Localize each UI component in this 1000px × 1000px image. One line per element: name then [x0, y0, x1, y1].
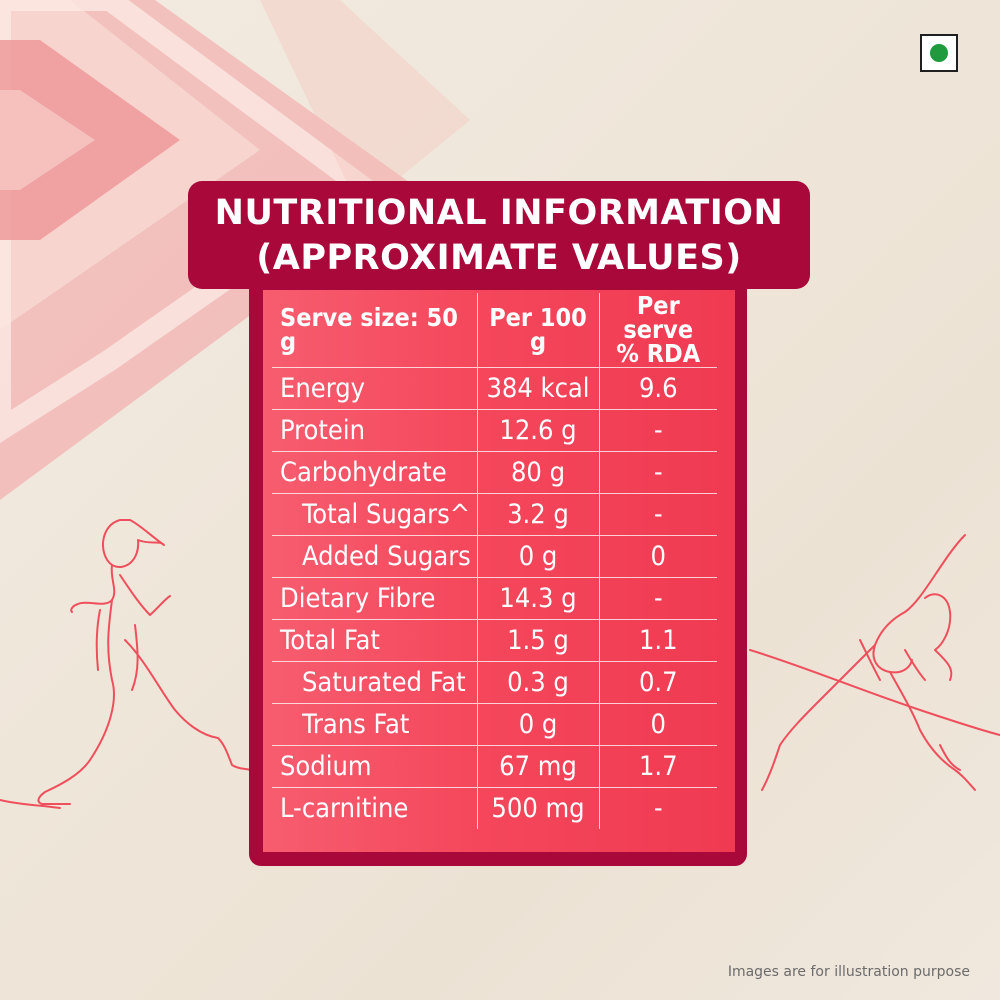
nutrient-name: Dietary Fibre: [272, 577, 477, 620]
rda-value: 1.7: [598, 745, 717, 788]
nutrient-name: Carbohydrate: [272, 451, 477, 494]
table-row: Saturated Fat 0.3 g 0.7: [272, 661, 717, 704]
per-100g-value: 0 g: [476, 535, 599, 578]
header-per-serve-line-1: Per serve: [623, 291, 694, 344]
rda-value: 0: [598, 703, 717, 746]
rda-value: 9.6: [598, 367, 717, 410]
nutrient-name: Total Sugars^: [272, 493, 477, 536]
header-per-serve-line-2: % RDA: [616, 339, 701, 368]
per-100g-value: 0.3 g: [476, 661, 599, 704]
rda-value: -: [598, 409, 717, 452]
title-line-1: NUTRITIONAL INFORMATION: [214, 193, 784, 233]
nutrient-name: Total Fat: [272, 619, 477, 662]
yoga-line-art-icon: [749, 534, 1000, 791]
per-100g-value: 67 mg: [476, 745, 599, 788]
rda-value: -: [598, 577, 717, 620]
table-row: Sodium 67 mg 1.7: [272, 745, 717, 788]
nutrient-name: Trans Fat: [272, 703, 477, 746]
nutrient-name: Energy: [272, 367, 477, 410]
header-per-100g: Per 100 g: [476, 293, 599, 368]
table-row: Total Fat 1.5 g 1.1: [272, 619, 717, 662]
veg-dot: [930, 44, 948, 62]
per-100g-value: 500 mg: [476, 787, 599, 829]
title-line-2: (APPROXIMATE VALUES): [256, 238, 742, 278]
nutrition-table: Serve size: 50 g Per 100 g Per serve % R…: [272, 293, 717, 829]
per-100g-value: 384 kcal: [476, 367, 599, 410]
runner-line-art-icon: [0, 519, 251, 809]
per-100g-value: 3.2 g: [476, 493, 599, 536]
illustration-footnote: Images are for illustration purpose: [727, 964, 970, 980]
table-row: Dietary Fibre 14.3 g -: [272, 577, 717, 620]
nutrient-name: Sodium: [272, 745, 477, 788]
header-per-serve-rda: Per serve % RDA: [598, 291, 717, 368]
per-100g-value: 14.3 g: [476, 577, 599, 620]
rda-value: -: [598, 787, 717, 829]
nutrition-table-container: Serve size: 50 g Per 100 g Per serve % R…: [272, 293, 717, 829]
table-row: Trans Fat 0 g 0: [272, 703, 717, 746]
rda-value: -: [598, 451, 717, 494]
per-100g-value: 1.5 g: [476, 619, 599, 662]
title-banner: NUTRITIONAL INFORMATION (APPROXIMATE VAL…: [188, 181, 810, 289]
nutrient-name: Protein: [272, 409, 477, 452]
per-100g-value: 0 g: [476, 703, 599, 746]
rda-value: -: [598, 493, 717, 536]
table-row: Energy 384 kcal 9.6: [272, 367, 717, 410]
rda-value: 0.7: [598, 661, 717, 704]
table-row: Total Sugars^ 3.2 g -: [272, 493, 717, 536]
table-header-row: Serve size: 50 g Per 100 g Per serve % R…: [272, 293, 717, 368]
nutrient-name: L-carnitine: [280, 793, 409, 824]
table-row: Added Sugars 0 g 0: [272, 535, 717, 578]
table-row: L-carnitine 500 mg -: [272, 787, 717, 829]
veg-symbol-icon: [920, 34, 958, 72]
table-row: Protein 12.6 g -: [272, 409, 717, 452]
per-100g-value: 12.6 g: [476, 409, 599, 452]
header-serve-size: Serve size: 50 g: [272, 293, 477, 368]
table-row: Carbohydrate 80 g -: [272, 451, 717, 494]
nutrient-name: Added Sugars: [272, 535, 477, 578]
rda-value: 1.1: [598, 619, 717, 662]
per-100g-value: 80 g: [476, 451, 599, 494]
nutrient-name: Saturated Fat: [272, 661, 477, 704]
rda-value: 0: [598, 535, 717, 578]
